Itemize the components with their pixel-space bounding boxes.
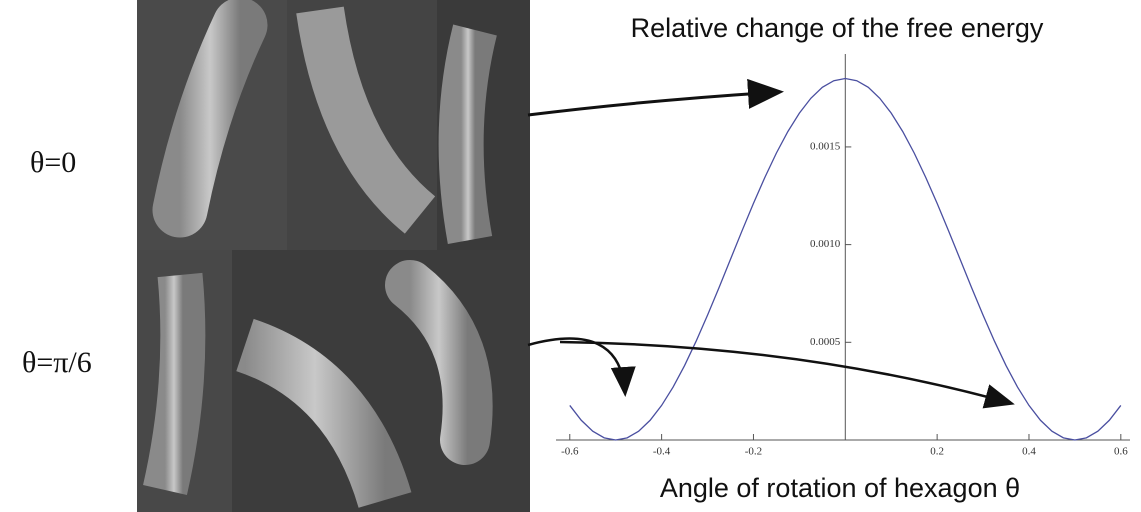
sem-images [137, 0, 530, 512]
x-tick-label: 0.6 [1114, 446, 1128, 458]
y-tick-label: 0.0015 [810, 140, 841, 152]
x-tick-label: -0.2 [745, 446, 762, 458]
x-tick-label: 0.4 [1022, 446, 1036, 458]
rod [165, 275, 183, 490]
panel-label: θ=0 [30, 146, 76, 179]
x-tick-label: 0.2 [930, 446, 944, 458]
y-tick-label: 0.0005 [810, 336, 841, 348]
panel-label: θ=π/6 [22, 346, 92, 379]
x-tick-label: -0.4 [653, 446, 671, 458]
figure: θ=0 θ=π/6 Relative change of the free en… [0, 0, 1141, 512]
arrow [528, 339, 625, 392]
arrow [560, 342, 1010, 403]
y-tick-label: 0.0010 [810, 238, 841, 250]
chart-title: Relative change of the free energy [631, 13, 1044, 43]
plot: -0.6 -0.4 -0.2 0.2 0.4 0.6 0.0005 0.0010 0.0015 [556, 54, 1130, 458]
rod [461, 30, 475, 240]
arrow [528, 92, 778, 115]
x-axis-label: Angle of rotation of hexagon θ [660, 473, 1020, 503]
x-tick-label: -0.6 [561, 446, 579, 458]
